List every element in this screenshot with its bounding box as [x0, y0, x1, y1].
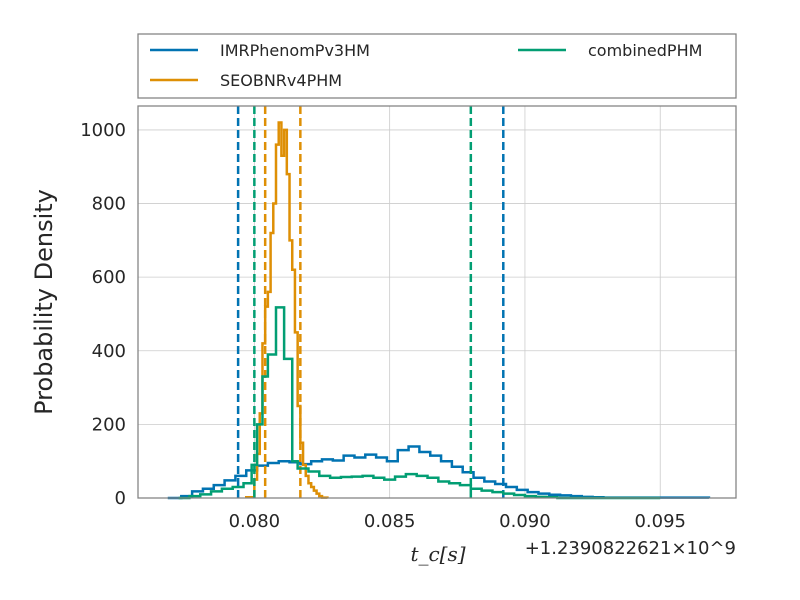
x-tick-label: 0.095 [634, 511, 686, 532]
histogram-combinedphm [178, 306, 661, 500]
x-tick-label: 0.080 [229, 511, 281, 532]
x-axis-title: t_c[s] [410, 542, 465, 566]
legend-frame [137, 33, 737, 99]
x-tick-label: 0.090 [499, 511, 551, 532]
legend: IMRPhenomPv3HM SEOBNRv4PHM combinedPHM [137, 33, 737, 99]
plot-frame [137, 105, 737, 499]
y-tick-label: 600 [92, 267, 126, 288]
y-tick-label: 0 [115, 488, 126, 509]
y-tick-label: 800 [92, 194, 126, 215]
legend-label-seobnrv4phm: SEOBNRv4PHM [220, 71, 342, 90]
x-ticks: 0.080 0.085 0.090 0.095 [229, 511, 686, 532]
y-tick-label: 200 [92, 414, 126, 435]
y-ticks: 0 200 400 600 800 1000 [80, 120, 126, 509]
legend-label-combinedphm: combinedPHM [588, 41, 702, 60]
histogram-seobnrv4phm [244, 121, 329, 499]
histogram-imrphenompv3hm [167, 445, 711, 500]
plot-area [138, 106, 736, 498]
y-axis-title: Probability Density [30, 189, 58, 415]
x-tick-label: 0.085 [364, 511, 416, 532]
x-offset-label: +1.2390822621×10^9 [525, 538, 736, 559]
y-tick-label: 400 [92, 341, 126, 362]
y-tick-label: 1000 [80, 120, 126, 141]
series-layer [167, 106, 711, 500]
legend-label-imrphenompv3hm: IMRPhenomPv3HM [220, 41, 370, 60]
